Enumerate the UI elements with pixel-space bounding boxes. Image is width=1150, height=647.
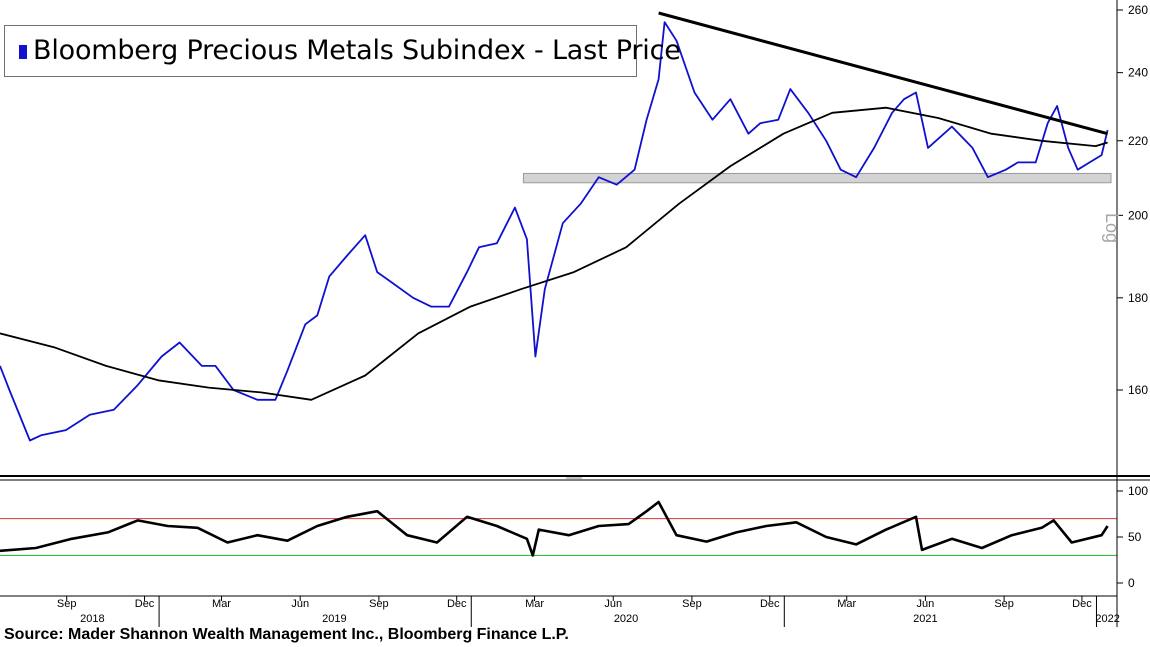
price-ticks: 160 180 200 220 240 260 <box>1117 3 1148 397</box>
price-panel: 160 180 200 220 240 260 <box>0 3 1148 442</box>
month-tick-label: Jun <box>917 598 935 610</box>
year-label: 2018 <box>80 613 104 625</box>
month-tick-label: Sep <box>994 598 1014 610</box>
support-band <box>522 172 1112 184</box>
month-tick-label: Dec <box>1072 598 1092 610</box>
rsi-line <box>0 500 1109 557</box>
rsi-panel: 0 50 100 <box>0 484 1148 590</box>
price-line <box>0 21 1109 442</box>
month-tick-label: Mar <box>525 598 544 610</box>
rsi-ticks: 0 50 100 <box>1117 484 1148 590</box>
year-label: 2021 <box>913 613 937 625</box>
month-tick-label: Dec <box>760 598 780 610</box>
legend-swatch <box>19 45 27 59</box>
legend-label: Bloomberg Precious Metals Subindex - Las… <box>33 35 681 66</box>
month-tick-label: Sep <box>682 598 702 610</box>
x-axis: Sep Dec Mar Jun Sep Dec Mar Jun Sep Dec Mar Jun Sep D… <box>57 596 1120 627</box>
legend: Bloomberg Precious Metals Subindex - Las… <box>4 25 681 77</box>
log-scale-label: Log <box>1102 213 1122 244</box>
source-note: Source: Mader Shannon Wealth Management … <box>4 626 569 643</box>
price-tick-label: 200 <box>1128 208 1148 222</box>
moving-average-line <box>0 106 1108 401</box>
year-label: 2020 <box>614 613 638 625</box>
chart-frame <box>0 0 1150 627</box>
price-tick-label: 160 <box>1128 383 1148 397</box>
rsi-tick-label: 100 <box>1128 484 1148 498</box>
month-tick-label: Sep <box>369 598 389 610</box>
rsi-tick-label: 50 <box>1128 530 1142 544</box>
month-tick-label: Mar <box>837 598 856 610</box>
month-tick-label: Dec <box>447 598 467 610</box>
price-tick-label: 180 <box>1128 291 1148 305</box>
month-tick-label: Sep <box>57 598 77 610</box>
year-label: 2019 <box>322 613 346 625</box>
support-band-layer <box>522 172 1112 184</box>
price-tick-label: 220 <box>1128 134 1148 148</box>
month-tick-label: Jun <box>291 598 309 610</box>
rsi-reference-lines <box>0 518 1117 556</box>
rsi-series-layer <box>0 500 1109 557</box>
price-tick-label: 240 <box>1128 66 1148 80</box>
year-label: 2022 <box>1095 613 1119 625</box>
price-tick-label: 260 <box>1128 3 1148 17</box>
price-series-layer <box>0 11 1109 442</box>
month-tick-label: Dec <box>135 598 155 610</box>
resistance-trendline <box>658 11 1108 136</box>
month-tick-label: Mar <box>212 598 231 610</box>
rsi-tick-label: 0 <box>1128 576 1135 590</box>
month-tick-label: Jun <box>604 598 622 610</box>
